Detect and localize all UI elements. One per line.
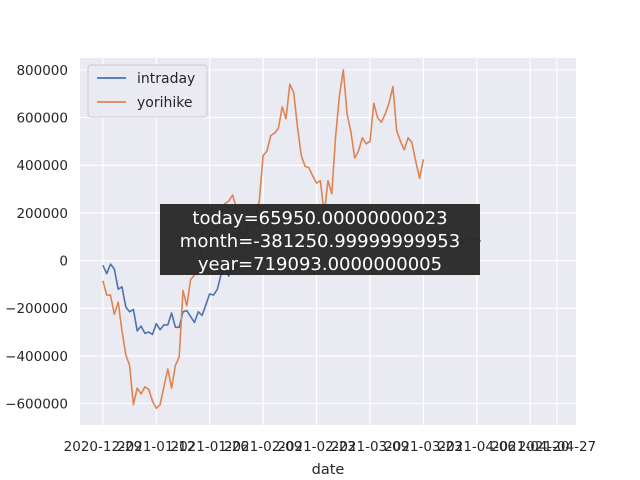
x-tick-label: 2021-03-23 [384,439,462,455]
annotation-line: today=65950.00000000023 [192,208,447,229]
x-tick-label: 2021-04-27 [518,439,596,455]
annotation-background [160,204,480,275]
legend: intraday yorihike [87,64,208,118]
legend-label: yorihike [137,95,192,111]
x-tick-label: 2021-01-26 [170,439,248,455]
y-tick-label: −200000 [5,301,68,317]
y-tick-label: 200000 [16,206,68,222]
y-tick-label: −400000 [5,349,68,365]
y-tick-label: 400000 [16,158,68,174]
tick-labels: 800000 600000 400000 200000 0 −200000 −400000 −… [5,63,596,455]
y-tick-label: 0 [59,254,68,270]
y-tick-label: 600000 [16,111,68,127]
legend-label: intraday [137,71,195,87]
x-tick-label: 2021-04-20 [491,439,569,455]
x-tick-label: 2021-02-09 [224,439,302,455]
x-tick-label: 2020-12-29 [64,439,142,455]
y-tick-label: −600000 [5,397,68,413]
x-tick-label: 2021-01-12 [117,439,195,455]
series-line-yorihike [102,69,425,410]
y-tick-label: 800000 [16,63,68,79]
annotation-box: today=65950.00000000023month=-381250.999… [160,204,480,275]
annotation-line: month=-381250.99999999953 [180,231,460,252]
x-tick-label: 2021-03-09 [331,439,409,455]
x-tick-label: 2021-04-06 [438,439,516,455]
x-tick-label: 2021-02-23 [277,439,355,455]
x-axis-label: date [312,462,345,478]
annotation-line: year=719093.0000000005 [198,254,442,275]
